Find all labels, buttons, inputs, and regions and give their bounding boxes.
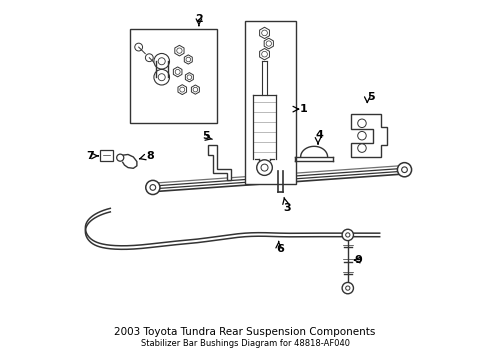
Circle shape <box>158 74 165 81</box>
Circle shape <box>261 164 268 171</box>
Text: 8: 8 <box>146 151 154 161</box>
Text: 2: 2 <box>195 14 203 24</box>
Circle shape <box>342 229 353 240</box>
Text: 5: 5 <box>202 131 210 141</box>
Bar <box>245 21 296 184</box>
Circle shape <box>345 233 350 237</box>
Text: Stabilizer Bar Bushings Diagram for 48818-AF040: Stabilizer Bar Bushings Diagram for 4881… <box>141 338 349 347</box>
Circle shape <box>397 163 412 177</box>
Circle shape <box>193 87 197 92</box>
Circle shape <box>150 185 156 190</box>
Circle shape <box>358 119 366 127</box>
Circle shape <box>135 43 143 51</box>
Polygon shape <box>185 73 194 82</box>
Text: 1: 1 <box>300 104 308 114</box>
Circle shape <box>117 154 124 161</box>
Polygon shape <box>184 55 192 64</box>
Polygon shape <box>192 85 199 94</box>
Circle shape <box>180 87 185 92</box>
Circle shape <box>402 167 407 172</box>
Circle shape <box>146 54 153 62</box>
Text: 7: 7 <box>86 151 94 161</box>
Text: 6: 6 <box>276 244 284 254</box>
Circle shape <box>154 54 170 69</box>
Circle shape <box>175 69 180 75</box>
Polygon shape <box>351 114 387 157</box>
Text: 4: 4 <box>316 130 323 140</box>
Text: 3: 3 <box>284 203 292 213</box>
Circle shape <box>186 57 191 62</box>
Polygon shape <box>178 85 187 95</box>
Circle shape <box>177 48 182 53</box>
Polygon shape <box>208 145 231 180</box>
Circle shape <box>262 30 268 36</box>
Text: 5: 5 <box>367 92 375 102</box>
Circle shape <box>257 160 272 175</box>
Polygon shape <box>173 67 182 77</box>
Polygon shape <box>175 45 184 56</box>
Circle shape <box>345 286 350 290</box>
Circle shape <box>266 41 271 46</box>
Text: 2003 Toyota Tundra Rear Suspension Components: 2003 Toyota Tundra Rear Suspension Compo… <box>114 327 376 337</box>
Circle shape <box>158 58 165 65</box>
Circle shape <box>262 51 268 57</box>
Bar <box>99 150 113 161</box>
Circle shape <box>187 75 192 80</box>
Text: 9: 9 <box>354 255 363 265</box>
Bar <box>130 30 217 123</box>
Circle shape <box>342 283 353 294</box>
Polygon shape <box>264 38 273 49</box>
Circle shape <box>146 180 160 194</box>
Circle shape <box>358 131 366 140</box>
Circle shape <box>358 144 366 152</box>
Circle shape <box>154 69 170 85</box>
Polygon shape <box>260 27 270 39</box>
Polygon shape <box>260 49 270 60</box>
